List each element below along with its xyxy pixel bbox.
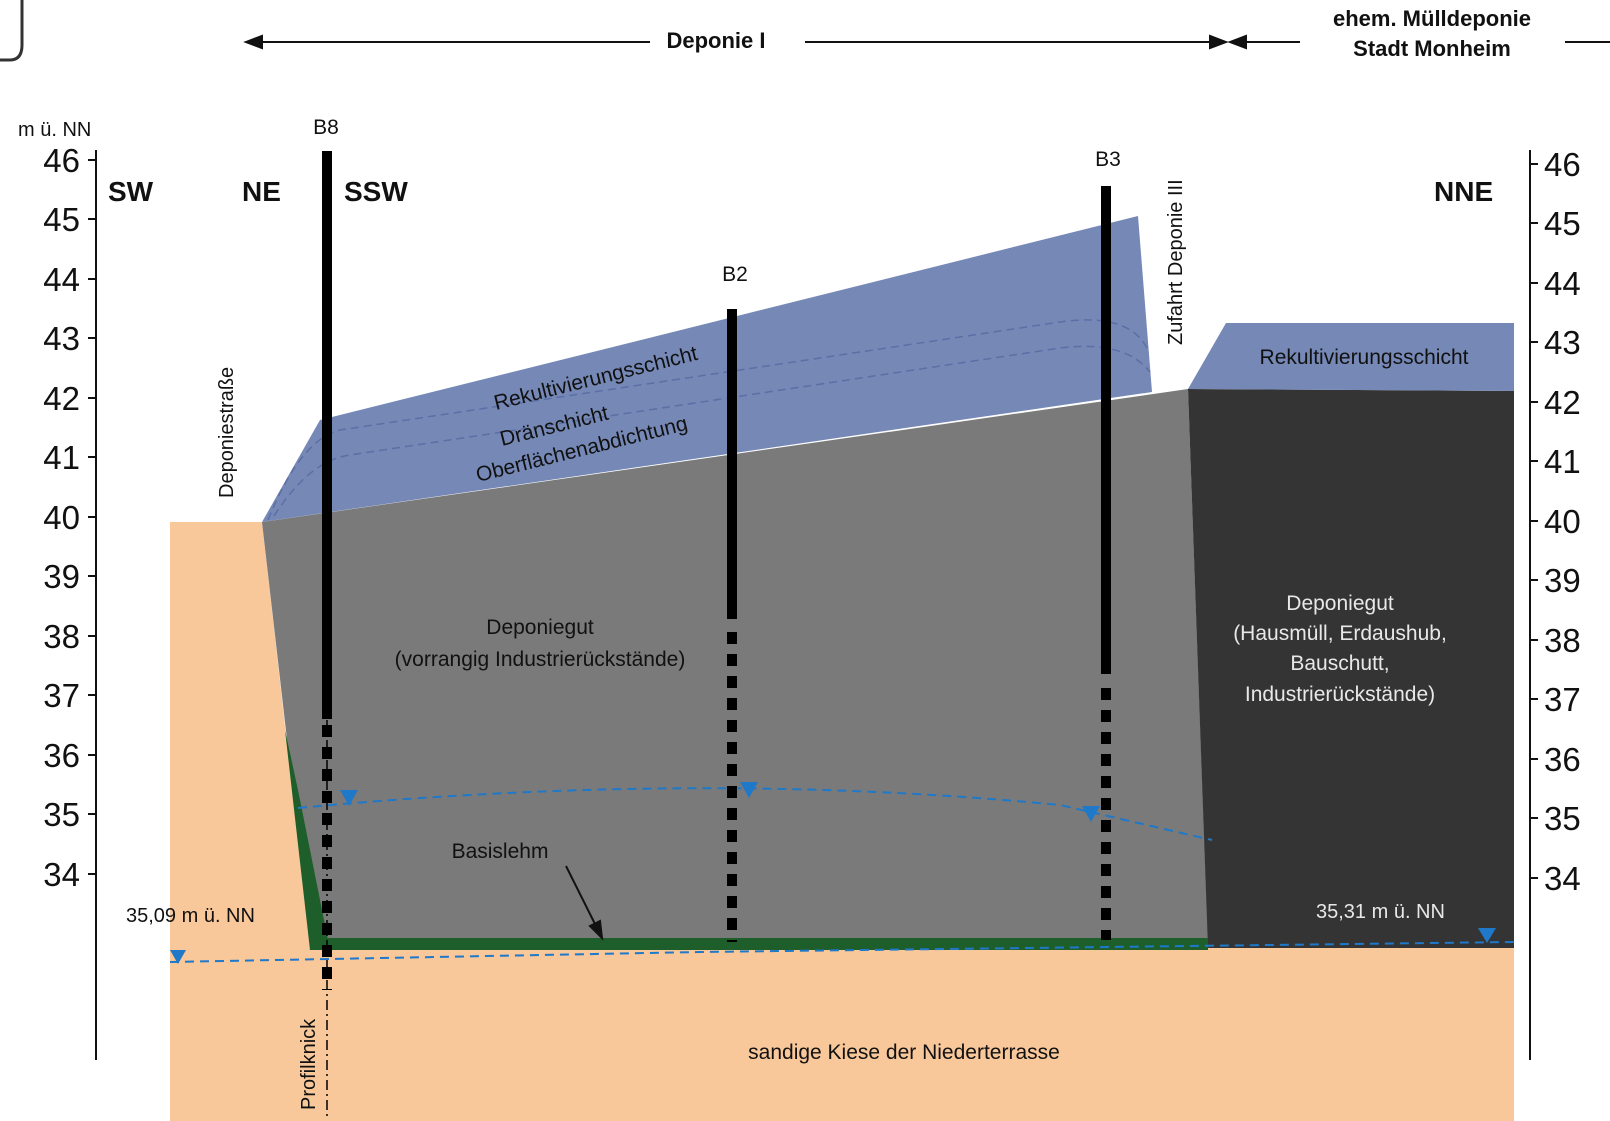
right-tick-label: 37 [1544,681,1581,718]
borehole-label-b2: B2 [722,263,748,286]
groundwater-level-main [169,941,1515,963]
right-tick-label: 39 [1544,562,1581,599]
kiese-label: sandige Kiese der Niederterrasse [748,1041,1060,1064]
zufahrt-label: Zufahrt Deponie III [1165,179,1187,345]
borehole-b2-solid [727,309,737,619]
left-tick-label: 44 [43,261,80,298]
groundwater-markers [170,782,1496,964]
muelldeponie-title-line2: Stadt Monheim [1353,36,1511,61]
deponiegut-right-text: Deponiegut (Hausmüll, Erdaushub, Bauschu… [1233,592,1447,706]
left-tick-label: 36 [43,737,80,774]
corner-fragment [0,0,24,62]
borehole-b3-solid [1101,186,1111,674]
direction-ssw: SSW [344,176,408,207]
muelldeponie-title-line1: ehem. Mülldeponie [1333,6,1531,31]
gw-marker-b2 [740,782,758,798]
right-tick-label: 46 [1544,146,1581,183]
deponie-title: Deponie I [666,28,765,53]
left-tick-label: 40 [43,499,80,536]
left-tick-label: 35 [43,796,80,833]
cover-layer-left [262,216,1152,522]
left-tick-label: 42 [43,380,80,417]
right-tick-label: 41 [1544,443,1581,480]
groundwater-left-value: 35,09 m ü. NN [126,905,255,927]
rekultivierung-right-label: Rekultivierungsschicht [1260,346,1469,369]
sand-ground [170,522,1514,1121]
right-tick-label: 43 [1544,324,1581,361]
cover-layer-right [1188,323,1514,391]
left-tick-label: 46 [43,142,80,179]
direction-ne: NE [242,176,281,207]
right-tick-label: 36 [1544,741,1581,778]
left-axis [88,150,97,1060]
left-tick-label: 41 [43,439,80,476]
left-tick-label: 39 [43,558,80,595]
borehole-label-b8: B8 [313,116,339,139]
cover-layer-boundaries [267,319,1151,521]
right-axis [1529,150,1538,1060]
direction-nne: NNE [1434,176,1493,207]
gw-marker-b8 [340,790,358,806]
deponiegut-left-line2: (vorrangig Industrierückstände) [395,648,686,671]
deponiegut-right-line3: Bauschutt, [1290,652,1389,675]
basislehm-bottom [310,938,1208,950]
gw-marker-b3 [1082,806,1100,822]
deponiegut-right-line2: (Hausmüll, Erdaushub, [1233,622,1447,645]
deponiegut-right-line1: Deponiegut [1286,592,1394,615]
deponie-range-arrow [243,34,1610,50]
left-tick-label: 34 [43,856,80,893]
deponiegut-right-line4: Industrierückstände) [1245,683,1435,706]
left-tick-label: 37 [43,677,80,714]
left-axis-ticks: 46 45 44 43 42 41 40 39 38 37 36 35 34 [43,142,80,893]
right-tick-label: 45 [1544,205,1581,242]
right-axis-ticks: 46 45 44 43 42 41 40 39 38 37 36 35 34 [1544,146,1581,897]
borehole-b8-solid [322,151,332,719]
gw-marker-left [170,950,186,964]
borehole-b3 [1101,186,1111,940]
right-tick-label: 44 [1544,265,1581,302]
profilknick-label: Profilknick [298,1018,320,1110]
deponiestrasse-label: Deponiestraße [216,367,238,498]
landfill-body-right [1188,389,1514,948]
basislehm-label: Basislehm [452,840,549,863]
groundwater-level-perched [297,787,1213,841]
direction-sw: SW [108,176,154,207]
right-tick-label: 42 [1544,384,1581,421]
gw-marker-right [1478,928,1496,943]
left-tick-label: 43 [43,320,80,357]
left-tick-label: 45 [43,201,80,238]
groundwater-right-value: 35,31 m ü. NN [1316,901,1445,923]
right-tick-label: 35 [1544,800,1581,837]
axis-unit-label: m ü. NN [18,119,91,141]
left-tick-label: 38 [43,618,80,655]
borehole-label-b3: B3 [1095,148,1121,171]
right-tick-label: 40 [1544,503,1581,540]
right-tick-label: 34 [1544,860,1581,897]
borehole-b2 [727,309,737,942]
deponiegut-left-line1: Deponiegut [486,616,594,639]
basislehm-arrow [565,865,604,941]
right-tick-label: 38 [1544,622,1581,659]
